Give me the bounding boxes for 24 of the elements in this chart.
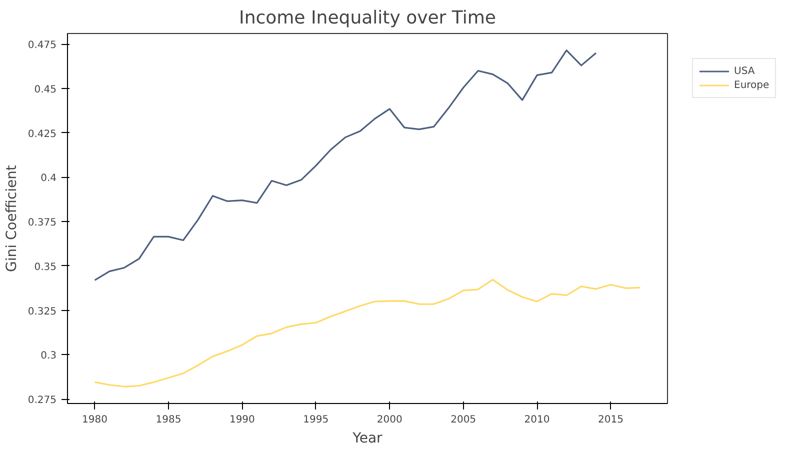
x-tick-label: 2010 [524,414,550,426]
x-tick-label: 2015 [598,414,624,426]
line-series [94,278,642,388]
y-tick-label: 0.3 [40,350,57,362]
legend-label: Europe [734,79,770,91]
chart-title: Income Inequality over Time [239,8,496,28]
y-tick-label: 0.425 [28,128,57,140]
x-tick-label: 1980 [82,414,108,426]
y-tick-label: 0.4 [40,173,57,184]
x-tick-label: 1995 [303,414,329,426]
x-axis-title: Year [352,430,383,446]
y-tick-label: 0.45 [34,84,56,96]
x-tick-label: 2000 [376,414,402,426]
line-series [94,50,597,281]
legend-label: USA [734,65,755,77]
x-tick-label: 1985 [156,414,182,426]
y-tick-label: 0.275 [28,395,57,406]
x-tick-label: 1990 [229,414,255,426]
y-tick-label: 0.325 [28,306,57,318]
x-tick-label: 2005 [450,414,476,426]
y-tick-label: 0.375 [28,218,57,229]
y-axis-title: Gini Coefficient [4,164,20,272]
y-tick-label: 0.475 [28,40,57,52]
y-tick-label: 0.35 [34,262,56,273]
